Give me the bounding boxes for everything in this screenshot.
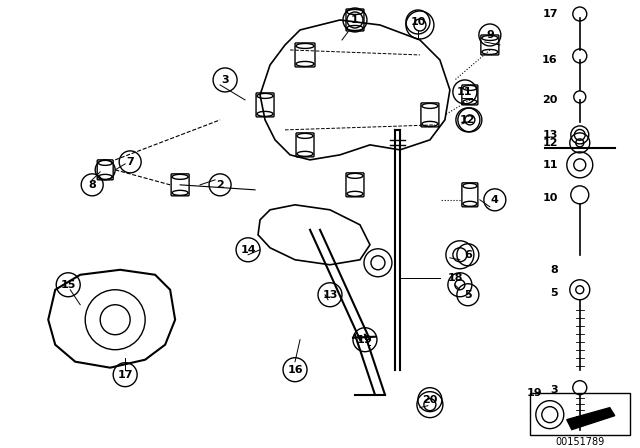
Text: 8: 8	[88, 180, 96, 190]
Text: 00151789: 00151789	[555, 437, 604, 447]
Text: 11: 11	[457, 87, 472, 97]
Text: 10: 10	[543, 193, 558, 203]
Text: 12: 12	[460, 115, 476, 125]
Text: 2: 2	[216, 180, 224, 190]
Text: 17: 17	[117, 370, 133, 380]
Text: 16: 16	[287, 365, 303, 375]
Text: 11: 11	[542, 160, 558, 170]
Text: 3: 3	[550, 385, 558, 395]
Text: 7: 7	[126, 157, 134, 167]
Text: 10: 10	[410, 17, 426, 27]
Text: 14: 14	[240, 245, 256, 255]
Text: 13: 13	[323, 290, 338, 300]
Text: 3: 3	[221, 75, 229, 85]
Text: 16: 16	[542, 55, 558, 65]
Text: 1: 1	[351, 15, 359, 25]
Polygon shape	[567, 408, 615, 430]
Text: 19: 19	[357, 335, 372, 345]
Text: 20: 20	[543, 95, 558, 105]
Text: 13: 13	[543, 130, 558, 140]
Text: 4: 4	[491, 195, 499, 205]
Text: 18: 18	[448, 273, 463, 283]
Text: 5: 5	[464, 290, 472, 300]
Text: 9: 9	[486, 30, 494, 40]
Text: 20: 20	[422, 395, 438, 405]
Text: 19: 19	[527, 388, 543, 398]
Text: 17: 17	[542, 9, 558, 19]
Text: 8: 8	[550, 265, 558, 275]
Text: 12: 12	[542, 138, 558, 148]
Text: 15: 15	[61, 280, 76, 290]
Text: 5: 5	[550, 288, 558, 298]
Text: 6: 6	[464, 250, 472, 260]
